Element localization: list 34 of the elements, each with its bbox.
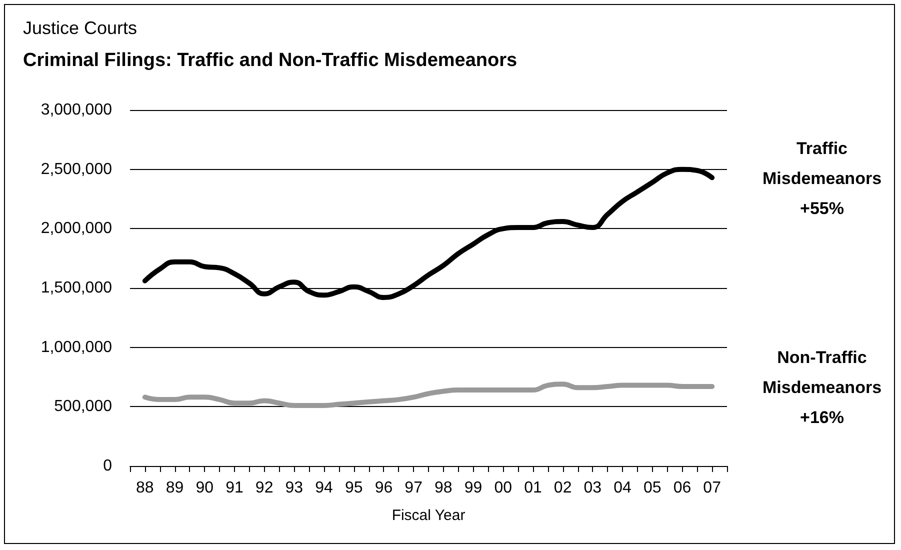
x-tick-label: 90 <box>196 480 214 496</box>
chart-title: Justice Courts <box>23 18 138 38</box>
x-tick-label: 06 <box>673 480 692 496</box>
x-tick-label: 04 <box>614 480 632 496</box>
x-tick-label: 92 <box>255 480 274 496</box>
y-tick-label: 2,000,000 <box>40 220 112 238</box>
x-tick-label: 91 <box>226 480 244 496</box>
x-tick-label: 88 <box>136 480 154 496</box>
y-tick-label: 500,000 <box>54 398 112 416</box>
chart-subtitle: Criminal Filings: Traffic and Non-Traffic Misdemeanors <box>23 50 518 71</box>
x-axis-title: Fiscal Year <box>392 507 466 524</box>
y-tick-label: 2,500,000 <box>40 160 112 178</box>
y-tick-label: 3,000,000 <box>40 102 112 118</box>
text: +55% <box>800 199 844 218</box>
x-tick-label: 95 <box>344 480 363 496</box>
x-tick-label: 03 <box>584 480 602 496</box>
x-tick-label: 93 <box>285 480 304 496</box>
x-tick-label: 01 <box>524 480 542 496</box>
x-tick-label: 97 <box>404 480 423 496</box>
x-tick-label: 98 <box>434 480 452 496</box>
text: +16% <box>800 408 844 427</box>
x-tick-label: 89 <box>166 480 184 496</box>
y-tick-label: 1,500,000 <box>40 280 112 296</box>
x-tick-label: 02 <box>554 480 572 496</box>
x-tick-label: 00 <box>494 480 512 496</box>
text: Non-Traffic Misdemeanors <box>762 348 882 397</box>
x-tick-label: 94 <box>315 480 334 496</box>
text: Traffic Misdemeanors <box>762 139 882 188</box>
y-tick-label: 1,000,000 <box>40 338 112 356</box>
x-tick-label: 99 <box>464 480 482 496</box>
x-tick-label: 05 <box>643 480 662 496</box>
y-tick-label: 0 <box>103 458 112 474</box>
x-tick-label: 07 <box>703 480 722 496</box>
x-tick-label: 96 <box>374 480 393 496</box>
